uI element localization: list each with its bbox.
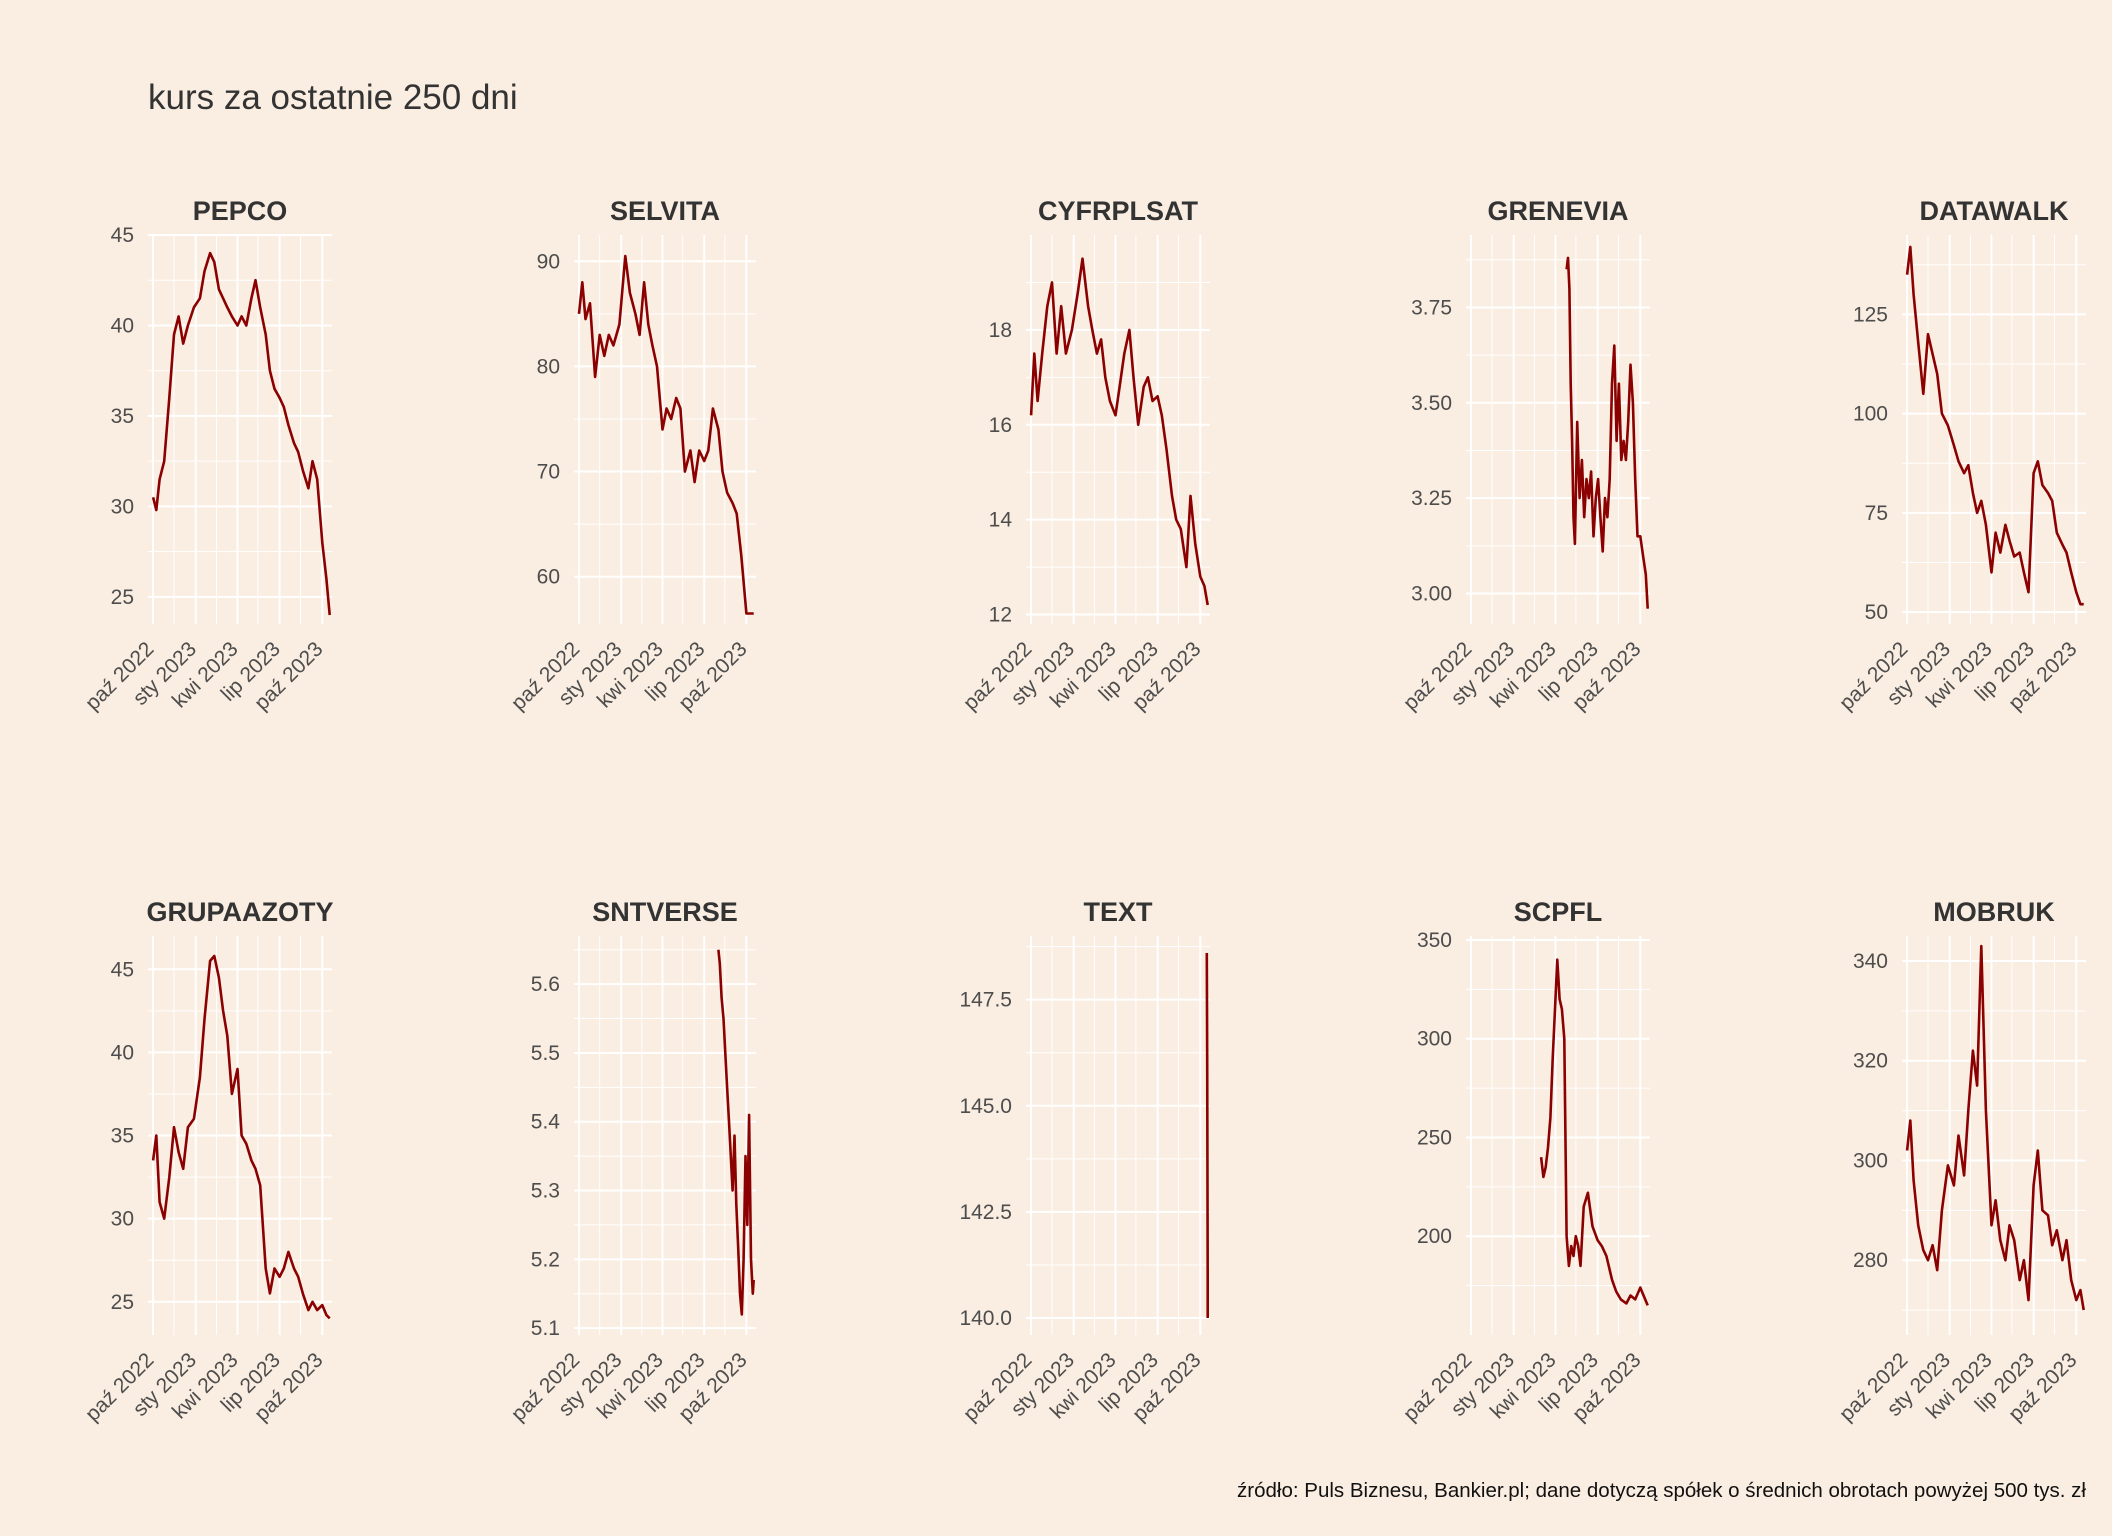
price-series-line (1029, 257, 1209, 606)
y-tick-label: 30 (111, 495, 134, 518)
y-tick-label: 40 (111, 1041, 134, 1064)
y-tick-label: 25 (111, 586, 134, 609)
y-tick-label: 50 (1865, 601, 1888, 624)
price-series-line (577, 254, 754, 615)
panel-title: DATAWALK (1920, 196, 2069, 226)
panel-title: GRUPAAZOTY (147, 897, 334, 927)
y-tick-label: 100 (1853, 403, 1888, 426)
source-caption: źródło: Puls Biznesu, Bankier.pl; dane d… (1237, 1479, 2086, 1502)
y-tick-label: 80 (537, 355, 560, 378)
y-tick-label: 14 (989, 509, 1013, 532)
panel-title: SNTVERSE (592, 897, 738, 927)
y-tick-label: 30 (111, 1208, 134, 1231)
y-tick-label: 200 (1417, 1225, 1452, 1248)
y-tick-label: 145.0 (959, 1095, 1012, 1118)
panel-title: GRENEVIA (1487, 196, 1628, 226)
y-tick-label: 35 (111, 1125, 134, 1148)
y-tick-label: 5.5 (531, 1042, 560, 1065)
panel-title: SCPFL (1514, 897, 1603, 927)
y-tick-label: 5.1 (531, 1317, 560, 1340)
y-tick-label: 5.2 (531, 1248, 560, 1271)
y-tick-label: 45 (111, 958, 134, 981)
y-tick-label: 350 (1417, 929, 1452, 952)
y-tick-label: 250 (1417, 1126, 1452, 1149)
y-tick-label: 300 (1853, 1149, 1888, 1172)
y-tick-label: 280 (1853, 1249, 1888, 1272)
panel-title: TEXT (1083, 897, 1153, 927)
price-series-line (1905, 944, 2085, 1311)
y-tick-label: 142.5 (959, 1201, 1012, 1224)
y-tick-label: 3.25 (1411, 487, 1452, 510)
price-series-line (1539, 958, 1649, 1306)
y-tick-label: 320 (1853, 1050, 1888, 1073)
y-tick-label: 5.3 (531, 1180, 560, 1203)
y-tick-label: 75 (1865, 502, 1888, 525)
chart-title: kurs za ostatnie 250 dni (148, 78, 518, 117)
price-series-line (1205, 952, 1209, 1318)
panel-title: MOBRUK (1933, 897, 2055, 927)
y-tick-label: 140.0 (959, 1307, 1012, 1330)
price-series-line (1905, 245, 2084, 606)
panel-title: PEPCO (193, 196, 288, 226)
y-tick-label: 18 (989, 319, 1012, 342)
y-tick-label: 300 (1417, 1028, 1452, 1051)
y-tick-label: 25 (111, 1291, 134, 1314)
y-tick-label: 35 (111, 405, 134, 428)
y-tick-label: 3.75 (1411, 296, 1452, 319)
y-tick-label: 340 (1853, 950, 1888, 973)
price-series-line (151, 251, 331, 616)
y-tick-label: 45 (111, 224, 134, 247)
y-tick-label: 5.4 (531, 1111, 561, 1134)
y-tick-label: 90 (537, 250, 560, 273)
y-tick-label: 3.50 (1411, 392, 1452, 415)
y-tick-label: 5.6 (531, 973, 560, 996)
y-tick-label: 16 (989, 414, 1012, 437)
price-series-line (1565, 256, 1649, 609)
y-tick-label: 70 (537, 461, 560, 484)
y-tick-label: 125 (1853, 303, 1888, 326)
y-tick-label: 12 (989, 604, 1012, 627)
y-tick-label: 60 (537, 566, 560, 589)
panel-title: CYFRPLSAT (1038, 196, 1199, 226)
y-tick-label: 40 (111, 314, 134, 337)
y-tick-label: 147.5 (959, 989, 1012, 1012)
price-series-line (151, 954, 331, 1320)
price-series-line (717, 949, 755, 1316)
y-tick-label: 3.00 (1411, 582, 1452, 605)
panel-title: SELVITA (610, 196, 720, 226)
